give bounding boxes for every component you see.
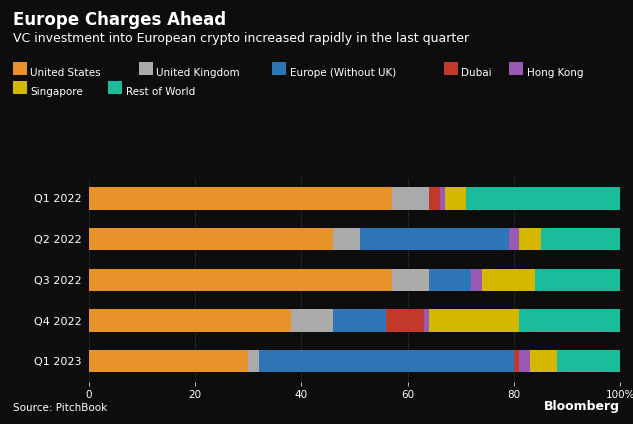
Bar	[248, 350, 259, 372]
Text: Rest of World: Rest of World	[126, 87, 195, 97]
Bar	[445, 187, 466, 209]
Text: Source: PitchBook: Source: PitchBook	[13, 403, 107, 413]
Bar	[439, 187, 445, 209]
Bar	[291, 310, 333, 332]
Bar	[333, 228, 360, 250]
Bar	[423, 310, 429, 332]
Text: Europe (Without UK): Europe (Without UK)	[290, 68, 396, 78]
Text: United States: United States	[30, 68, 101, 78]
Bar	[360, 228, 509, 250]
Bar	[89, 310, 291, 332]
Text: Dubai: Dubai	[461, 68, 492, 78]
Bar	[530, 350, 556, 372]
Bar	[333, 310, 386, 332]
Bar	[472, 269, 482, 291]
Bar	[392, 269, 429, 291]
Bar	[429, 310, 519, 332]
Bar	[509, 228, 519, 250]
Bar	[536, 269, 620, 291]
Text: Singapore: Singapore	[30, 87, 83, 97]
Bar	[482, 269, 536, 291]
Text: United Kingdom: United Kingdom	[156, 68, 240, 78]
Bar	[386, 310, 423, 332]
Bar	[89, 350, 248, 372]
Text: Hong Kong: Hong Kong	[527, 68, 583, 78]
Bar	[519, 310, 620, 332]
Bar	[89, 187, 392, 209]
Bar	[519, 350, 530, 372]
Bar	[541, 228, 620, 250]
Bar	[429, 269, 472, 291]
Bar	[259, 350, 514, 372]
Text: Bloomberg: Bloomberg	[544, 400, 620, 413]
Bar	[392, 187, 429, 209]
Bar	[519, 228, 541, 250]
Text: VC investment into European crypto increased rapidly in the last quarter: VC investment into European crypto incre…	[13, 32, 469, 45]
Bar	[466, 187, 620, 209]
Text: Europe Charges Ahead: Europe Charges Ahead	[13, 11, 226, 28]
Bar	[89, 269, 392, 291]
Bar	[556, 350, 620, 372]
Bar	[429, 187, 439, 209]
Bar	[514, 350, 519, 372]
Bar	[89, 228, 333, 250]
